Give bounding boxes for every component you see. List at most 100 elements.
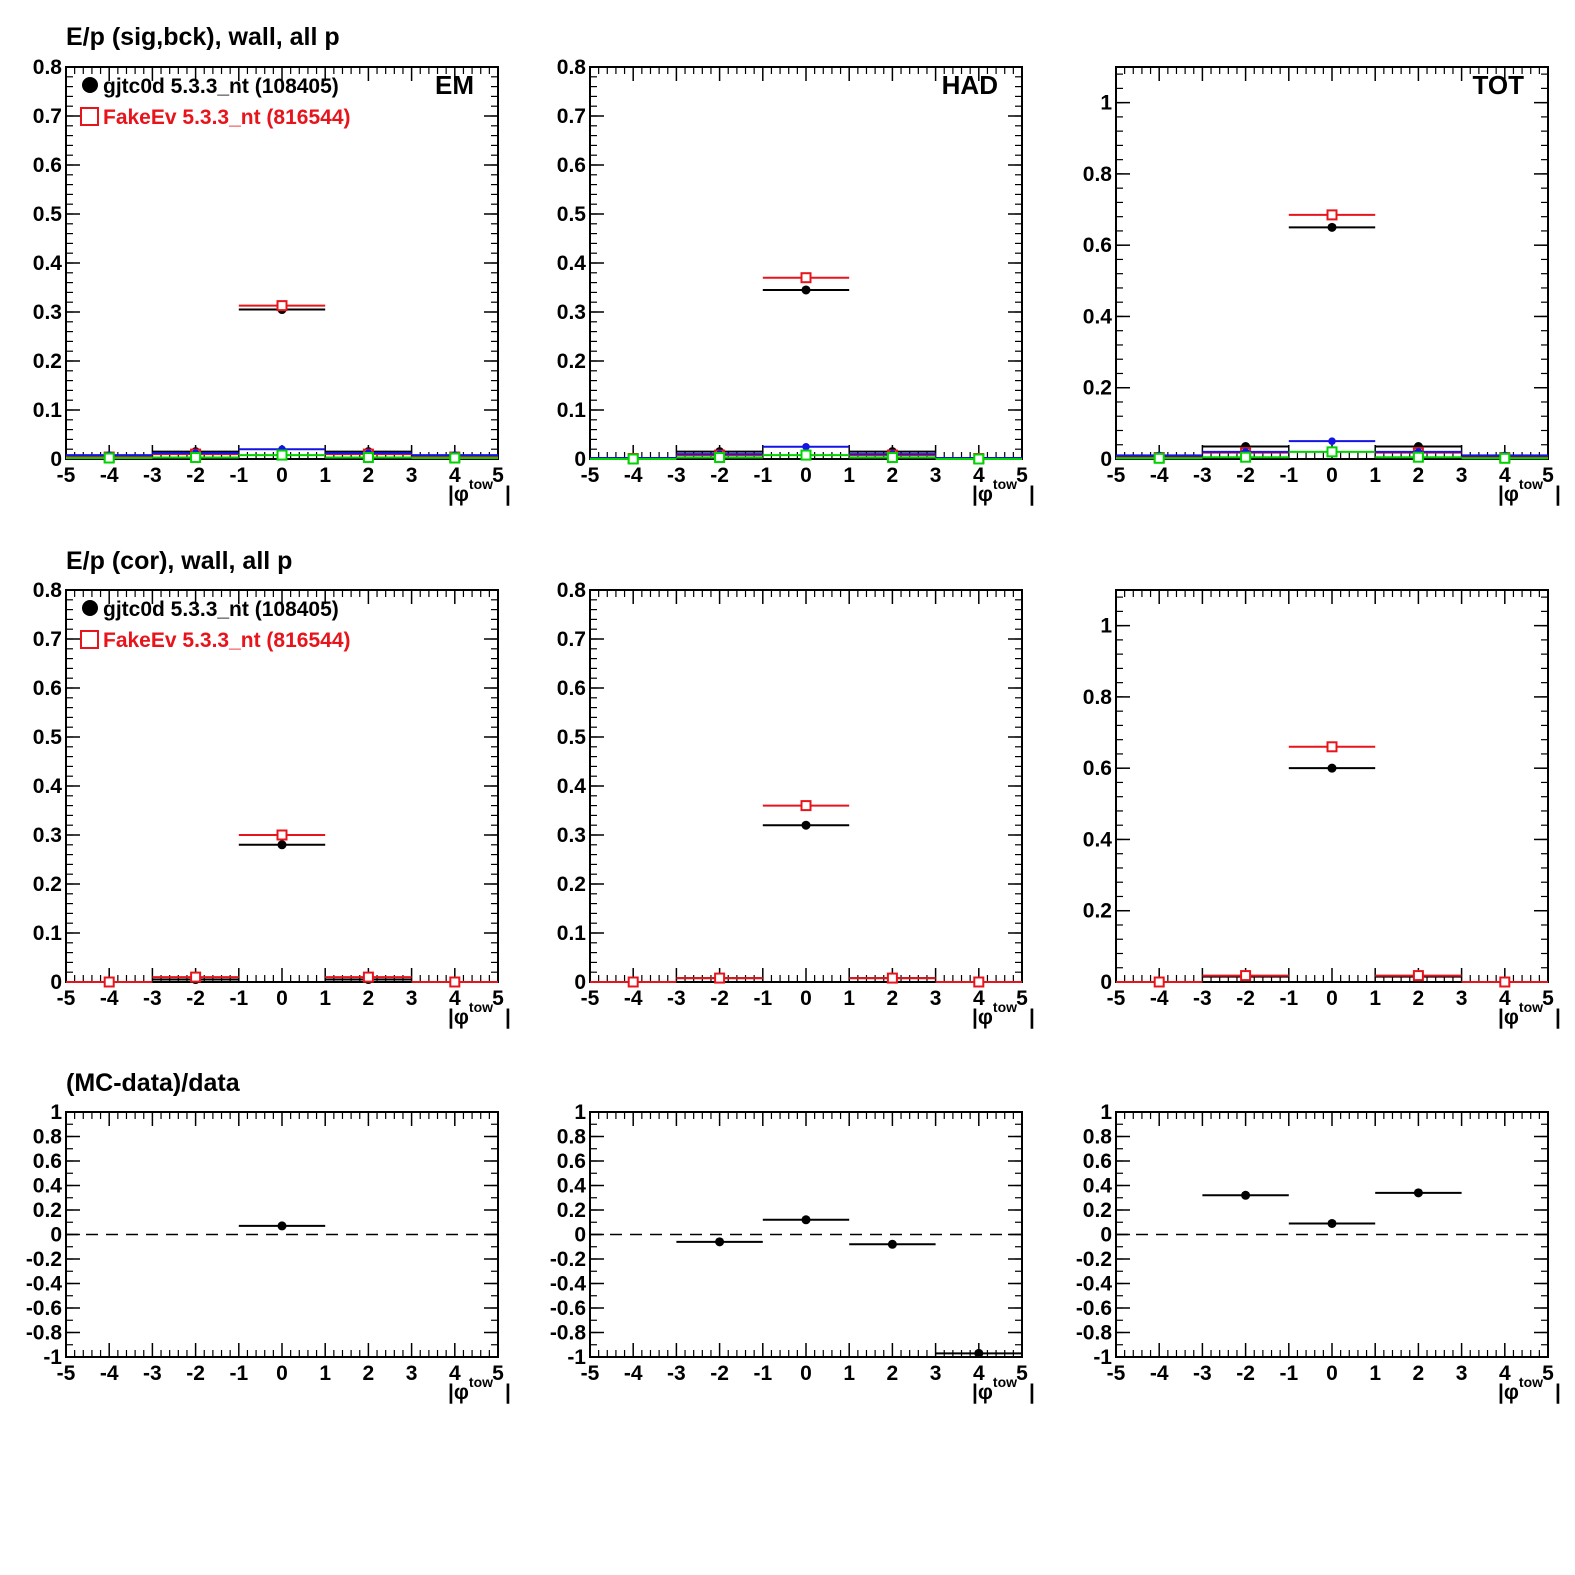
data-point [276,300,288,312]
y-tick-label: 0.7 [557,628,586,651]
x-tick-label: -5 [581,464,600,487]
x-tick-label: 1 [319,464,331,487]
x-tick-label: 5 [1542,1362,1554,1385]
data-point [1412,451,1424,463]
x-tick-label: -5 [1107,464,1126,487]
x-axis-label: |φtow | [448,999,511,1029]
y-tick-label: 0 [50,971,62,994]
y-tick-label: 0.6 [557,1150,586,1173]
row-title-1: E/p (cor), wall, all p [66,547,292,575]
y-tick-label: 0.2 [1083,377,1112,400]
legend-marker-circle [82,77,98,93]
legend: gjtc0d 5.3.3_nt (108405) FakeEv 5.3.3_nt … [80,75,351,129]
y-tick-label: 0.4 [33,1175,63,1198]
data-point [1241,1190,1251,1200]
panel-label: TOT [1472,70,1524,100]
y-tick-label: 0.8 [557,1126,587,1149]
data-point [190,971,202,983]
legend-marker-square [80,107,99,126]
x-tick-label: 0 [276,1362,288,1385]
x-tick-label: 1 [843,987,855,1010]
x-tick-label: -5 [1107,987,1126,1010]
x-tick-label: 4 [1499,464,1511,487]
y-tick-label: 0.2 [1083,1199,1112,1222]
x-axis-label: |φtow | [972,476,1035,506]
x-tick-label: 2 [363,464,375,487]
y-tick-label: 0.8 [1083,1126,1113,1149]
x-tick-label: 2 [887,1362,899,1385]
y-tick-label: 0 [1100,1224,1112,1247]
x-tick-label: 4 [973,987,985,1010]
y-tick-label: 0.2 [557,873,586,896]
x-tick-label: -3 [667,987,686,1010]
y-tick-label: 0 [574,1224,586,1247]
legend-entry: FakeEv 5.3.3_nt (816544) [103,629,351,652]
data-point [449,976,461,988]
data-point [1326,741,1338,753]
x-tick-label: 1 [319,1362,331,1385]
data-point [627,976,639,988]
x-tick-label: 5 [1542,987,1554,1010]
x-tick-label: 4 [973,1362,985,1385]
y-tick-label: 0 [1100,448,1112,471]
x-tick-label: 3 [930,987,942,1010]
data-point [362,452,374,464]
y-tick-label: 1 [1100,1101,1112,1124]
panel-2-1: -5 -4 -3 -2 -1 0 1 2 3 4 5-1-0.8-0.6-0.4-0.200.20.… [550,1101,1035,1404]
y-tick-label: 0.4 [1083,828,1113,851]
y-tick-label: 0.8 [1083,163,1113,186]
x-tick-label: 0 [1326,464,1338,487]
x-tick-label: 5 [492,987,504,1010]
y-tick-label: 0.7 [557,105,586,128]
data-point [1327,222,1337,232]
data-point [886,452,898,464]
x-tick-label: 5 [1016,1362,1028,1385]
y-tick-label: 0.7 [33,628,62,651]
series-1 [1116,741,1548,988]
y-tick-label: 1 [1100,92,1112,115]
x-tick-label: 2 [1413,464,1425,487]
y-tick-label: 0.5 [557,203,587,226]
y-tick-label: -0.4 [26,1273,63,1296]
x-tick-label: -1 [753,1362,772,1385]
x-tick-label: 0 [1326,1362,1338,1385]
x-tick-label: -1 [1279,464,1298,487]
data-point [800,272,812,284]
y-tick-label: -0.4 [1076,1273,1113,1296]
y-tick-label: 0.7 [33,105,62,128]
y-tick-label: -0.6 [1076,1297,1112,1320]
data-point [801,820,811,830]
data-point [190,452,202,464]
y-tick-label: 0.4 [557,1175,587,1198]
x-tick-label: -2 [710,987,729,1010]
x-tick-label: -5 [57,1362,76,1385]
x-tick-label: 5 [492,464,504,487]
panel-1-0: -5 -4 -3 -2 -1 0 1 2 3 4 5 0 0.1 0.2 0.3 0.4 0.5 0.6 0.7 0.… [33,579,511,1029]
y-tick-label: -1 [1093,1346,1112,1369]
data-point [449,452,461,464]
series-0 [1202,1188,1462,1228]
data-point [1240,451,1252,463]
y-tick-label: 0.4 [557,775,587,798]
panel-2-0: -5 -4 -3 -2 -1 0 1 2 3 4 5-1-0.8-0.6-0.4-0.200.20.… [26,1101,511,1404]
x-tick-label: 3 [406,987,418,1010]
data-point [1499,452,1511,464]
x-tick-label: -4 [100,987,119,1010]
data-point [1153,452,1165,464]
y-tick-label: 0.2 [33,350,62,373]
x-tick-label: 2 [1413,1362,1425,1385]
x-tick-label: -3 [1193,464,1212,487]
x-tick-label: 0 [800,1362,812,1385]
series-0 [238,1221,326,1231]
data-point [974,1348,984,1358]
y-tick-label: 0.6 [1083,1150,1112,1173]
series-1 [590,800,1022,988]
y-tick-label: 0.6 [1083,234,1112,257]
x-axis-label: |φtow | [448,476,511,506]
x-tick-label: -4 [1150,987,1169,1010]
y-tick-label: 0.4 [33,775,63,798]
panel-1-1: -5 -4 -3 -2 -1 0 1 2 3 4 5 0 0.1 0.2 0.3 0.4 0.5 0.6 0.7 0.… [557,579,1035,1029]
data-point [362,971,374,983]
x-tick-label: -5 [581,1362,600,1385]
